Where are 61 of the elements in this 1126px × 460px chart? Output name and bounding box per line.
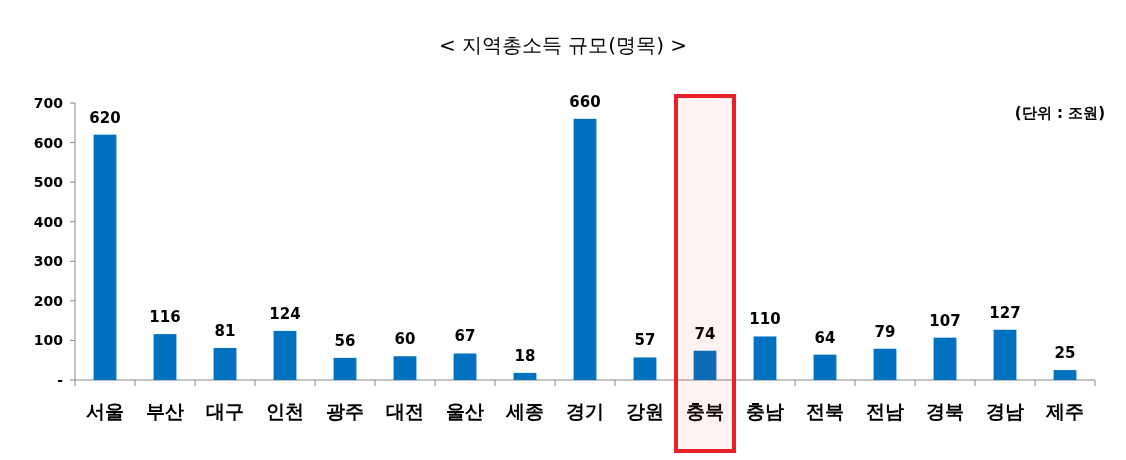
y-tick-label: 100 bbox=[33, 332, 64, 349]
bar bbox=[513, 372, 537, 380]
data-label: 25 bbox=[1054, 344, 1076, 363]
bar bbox=[933, 337, 957, 380]
bar bbox=[573, 118, 597, 380]
x-tick-label: 제주 bbox=[1045, 400, 1084, 422]
data-label: 81 bbox=[214, 321, 236, 340]
y-tick-label: - bbox=[57, 372, 64, 388]
x-tick-label: 세종 bbox=[505, 400, 544, 422]
data-label: 79 bbox=[874, 322, 896, 341]
annotation: (단위 : 조원) bbox=[1014, 104, 1105, 122]
data-label: 57 bbox=[634, 331, 656, 350]
bar bbox=[1053, 370, 1077, 380]
x-tick-label: 충북 bbox=[686, 400, 724, 422]
data-label: 74 bbox=[694, 324, 716, 343]
y-tick-label: 700 bbox=[33, 95, 64, 111]
y-tick-label: 600 bbox=[33, 134, 64, 151]
y-tick-label: 400 bbox=[33, 213, 64, 230]
y-tick-label: 200 bbox=[33, 292, 64, 309]
x-tick-label: 강원 bbox=[626, 400, 664, 422]
data-label: 67 bbox=[454, 327, 476, 346]
x-tick-label: 전남 bbox=[866, 400, 904, 422]
y-tick-label: 300 bbox=[33, 253, 64, 270]
x-tick-label: 대구 bbox=[206, 400, 244, 422]
x-tick-label: 경남 bbox=[986, 400, 1024, 422]
bar bbox=[153, 334, 177, 380]
data-label: 18 bbox=[514, 346, 536, 365]
bar bbox=[213, 347, 237, 380]
x-tick-label: 경북 bbox=[926, 400, 964, 422]
x-tick-label: 충남 bbox=[746, 400, 784, 422]
bar bbox=[333, 357, 357, 380]
bar bbox=[273, 330, 297, 380]
bar bbox=[453, 353, 477, 380]
x-tick-label: 울산 bbox=[446, 400, 484, 422]
bar bbox=[93, 134, 117, 380]
bar bbox=[993, 329, 1017, 380]
data-label: 124 bbox=[269, 304, 301, 323]
bar bbox=[393, 356, 417, 380]
data-label: 60 bbox=[394, 330, 416, 349]
data-label: 660 bbox=[569, 92, 601, 111]
x-tick-label: 부산 bbox=[146, 400, 184, 422]
x-tick-label: 전북 bbox=[806, 400, 844, 422]
x-tick-label: 경기 bbox=[566, 400, 604, 422]
data-label: 116 bbox=[149, 308, 181, 327]
bar bbox=[813, 354, 837, 380]
x-tick-label: 서울 bbox=[86, 400, 124, 422]
chart-title: < 지역총소득 규모(명목) > bbox=[438, 33, 688, 57]
x-tick-label: 대전 bbox=[386, 400, 424, 422]
data-label: 107 bbox=[929, 311, 961, 330]
x-tick-label: 광주 bbox=[326, 400, 364, 422]
bar bbox=[633, 357, 657, 380]
data-label: 110 bbox=[749, 310, 781, 329]
data-label: 56 bbox=[334, 331, 356, 350]
bar bbox=[753, 336, 777, 380]
bar bbox=[873, 348, 897, 380]
bar bbox=[693, 350, 717, 380]
data-label: 127 bbox=[989, 303, 1021, 322]
x-tick-label: 인천 bbox=[266, 400, 304, 422]
data-label: 64 bbox=[814, 328, 836, 347]
data-label: 620 bbox=[89, 108, 121, 127]
y-tick-label: 500 bbox=[33, 174, 64, 191]
